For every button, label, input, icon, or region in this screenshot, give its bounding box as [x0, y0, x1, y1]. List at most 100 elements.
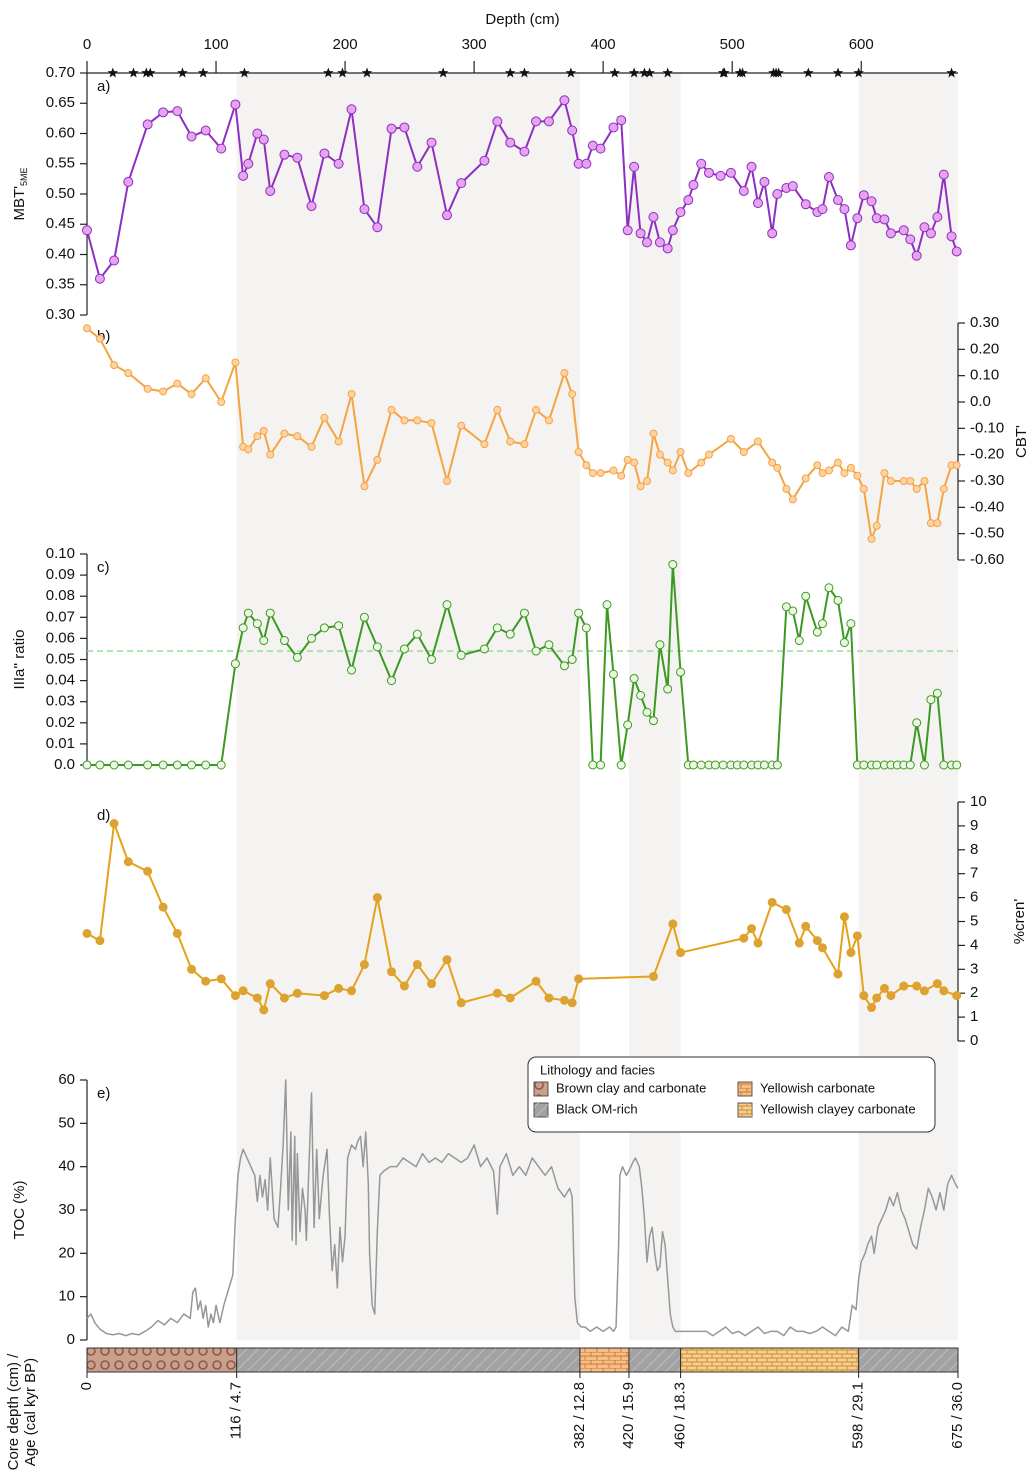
y-tick-label: 7 — [970, 865, 978, 882]
data-point — [752, 198, 763, 209]
data-point — [746, 161, 757, 172]
y-tick-label: 0.30 — [970, 314, 999, 331]
y-tick-label: 8 — [970, 841, 978, 858]
data-point — [109, 819, 119, 829]
data-point — [581, 623, 591, 633]
core-tick-label: 460 / 18.3 — [672, 1382, 689, 1449]
data-point — [926, 519, 935, 528]
data-point — [568, 390, 577, 399]
data-point — [952, 991, 962, 1001]
data-point — [334, 437, 343, 446]
core-tick-label: 116 / 4.7 — [228, 1382, 245, 1439]
data-point — [412, 960, 422, 970]
data-point — [399, 644, 409, 654]
data-point — [506, 437, 515, 446]
x-tick-label: 600 — [849, 36, 874, 53]
data-point — [479, 155, 490, 166]
data-point — [544, 416, 553, 425]
data-point — [532, 405, 541, 414]
interval-shading — [236, 73, 580, 1340]
data-point — [772, 760, 782, 770]
facies-pattern — [858, 1347, 959, 1373]
data-point — [159, 387, 168, 396]
data-point — [753, 938, 763, 948]
data-point — [845, 240, 856, 251]
y-tick-label: 0.50 — [46, 185, 75, 202]
data-point — [492, 988, 502, 998]
data-point — [457, 421, 466, 430]
data-point — [359, 612, 369, 622]
data-point — [853, 471, 862, 480]
data-point — [427, 979, 437, 989]
data-point — [718, 760, 728, 770]
y-tick-label: 0.45 — [46, 215, 75, 232]
data-point — [738, 185, 749, 196]
data-point — [801, 474, 810, 483]
data-point — [387, 967, 397, 977]
data-point — [824, 466, 833, 475]
data-point — [172, 106, 183, 117]
data-point — [703, 167, 714, 178]
shading-layer — [236, 73, 958, 1340]
data-point — [279, 993, 289, 1003]
data-point — [400, 416, 409, 425]
y-axis-label-main: TOC (%) — [11, 1181, 28, 1240]
data-point — [710, 760, 720, 770]
data-point — [886, 477, 895, 485]
y-tick-label: 9 — [970, 817, 978, 834]
data-point — [649, 429, 658, 438]
data-point — [952, 461, 961, 470]
data-point — [596, 760, 606, 770]
data-point — [932, 211, 943, 222]
y-axis-label: TOC (%) — [11, 1181, 28, 1240]
dated-sample-star — [644, 67, 655, 78]
data-point — [387, 676, 397, 686]
data-point — [663, 458, 672, 467]
data-point — [668, 560, 678, 570]
y-tick-label: 20 — [58, 1244, 75, 1261]
data-point — [753, 437, 762, 446]
data-point — [801, 591, 811, 601]
data-point — [372, 222, 383, 233]
data-point — [879, 983, 889, 993]
y-tick-label: 0.60 — [46, 124, 75, 141]
data-point — [739, 760, 749, 770]
data-point — [201, 976, 211, 986]
data-point — [629, 161, 640, 172]
data-point — [399, 981, 409, 991]
data-point — [265, 608, 275, 618]
data-point — [427, 419, 436, 428]
core-tick-label: 0 — [78, 1382, 95, 1390]
data-point — [635, 228, 646, 239]
data-point — [334, 621, 344, 631]
y-tick-label: 0.01 — [46, 735, 75, 752]
data-point — [920, 477, 929, 485]
y-tick-label: -0.30 — [970, 472, 1004, 489]
y-tick-label: 0.02 — [46, 714, 75, 731]
data-point — [519, 608, 529, 618]
data-point — [216, 760, 226, 770]
data-point — [520, 440, 529, 449]
data-point — [217, 398, 226, 406]
data-point — [622, 225, 633, 236]
data-point — [846, 619, 856, 629]
data-point — [493, 405, 502, 414]
data-point — [852, 213, 863, 224]
data-point — [123, 857, 133, 867]
y-axis-label-main: CBT' — [1013, 425, 1030, 458]
data-point — [259, 1005, 269, 1015]
data-point — [172, 760, 182, 770]
data-point — [648, 716, 658, 726]
data-point — [788, 606, 798, 616]
data-point — [82, 225, 92, 236]
data-point — [543, 116, 554, 127]
data-point — [109, 255, 120, 266]
data-point — [697, 458, 706, 467]
legend: Lithology and facies Brown clay and carbo… — [527, 1056, 936, 1133]
data-point — [858, 190, 869, 201]
data-point — [427, 655, 437, 664]
data-point — [252, 619, 262, 629]
data-point — [823, 172, 834, 183]
data-point — [926, 695, 936, 705]
data-point — [279, 636, 289, 646]
